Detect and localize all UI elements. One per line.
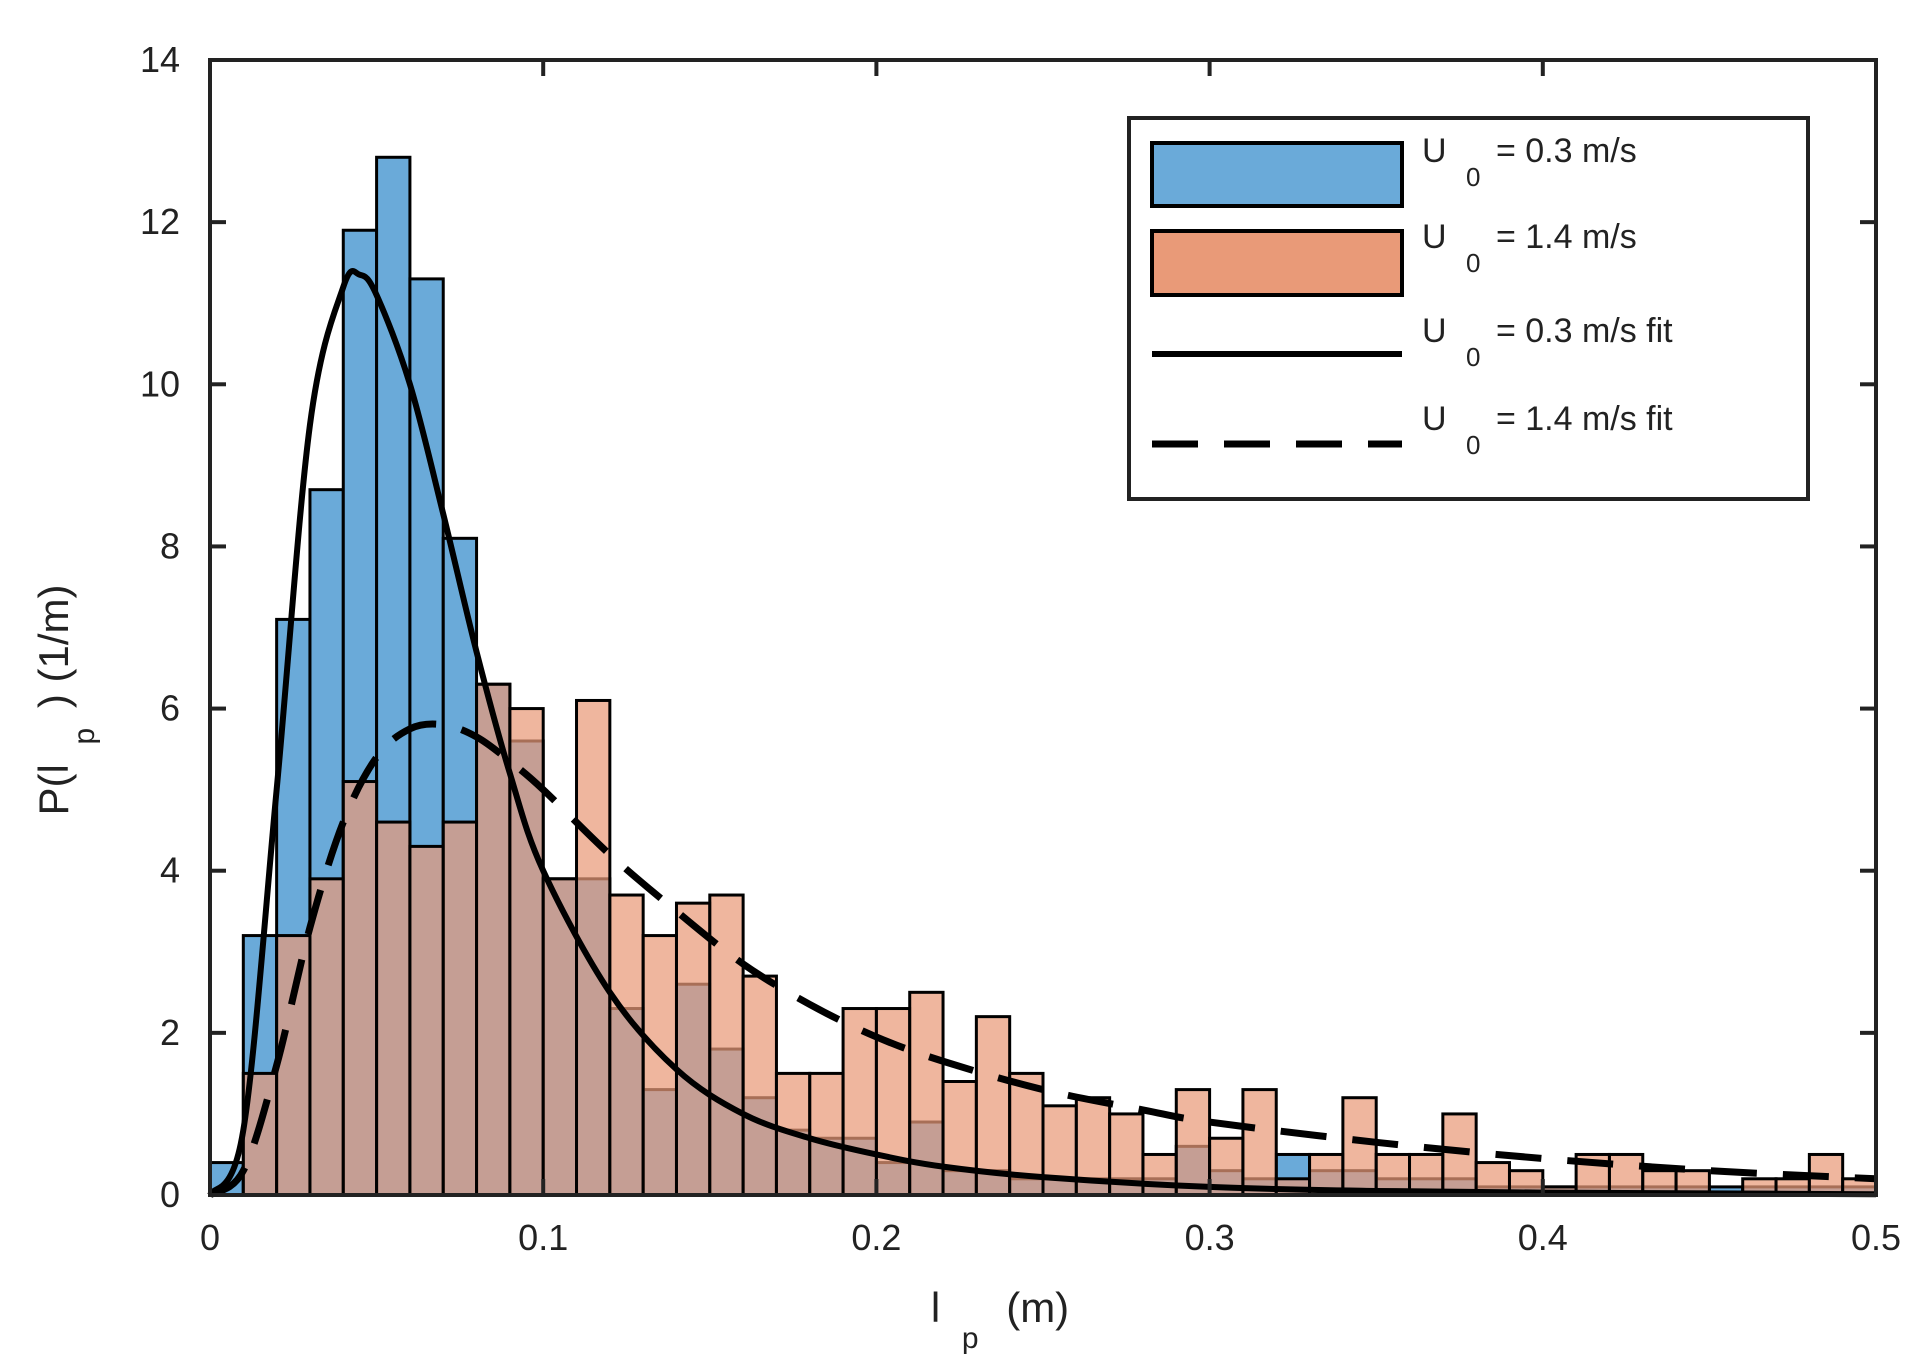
x-axis-label: l p (m)	[931, 1284, 1069, 1357]
fit-line-0	[207, 268, 1877, 1198]
series-1-bar-3	[308, 877, 345, 1197]
fit-lines	[207, 268, 1877, 1199]
legend-label-0-subscript: 0	[1466, 162, 1480, 192]
series-1-bar-4	[341, 780, 379, 1197]
legend-label-3-prefix: U	[1422, 400, 1447, 438]
y-tick-label-2: 4	[160, 850, 180, 891]
y-axis-label-prefix: P(l	[30, 764, 77, 815]
x-tick-label-3: 0.3	[1185, 1217, 1235, 1258]
y-tick-labels: 0 2 4 6 8 10 12 14	[140, 39, 180, 1215]
series-1-bar-29	[1174, 1088, 1212, 1197]
legend-label-2-prefix: U	[1422, 312, 1447, 350]
y-tick-label-6: 12	[140, 201, 180, 242]
series-1-bar-14	[674, 901, 712, 1197]
series-1-bar-22	[941, 1080, 978, 1197]
axis-ticks	[208, 58, 1878, 1197]
legend-label-1-subscript: 0	[1466, 248, 1480, 278]
legend-label-2-subscript: 0	[1466, 342, 1480, 372]
series-1-bars	[241, 682, 1878, 1197]
legend-label-3: U 0 = 1.4 m/s fit	[1422, 400, 1673, 462]
x-tick-label-0: 0	[200, 1217, 220, 1258]
legend: U 0 = 0.3 m/s U 0 = 1.4 m/s U 0 = 0.3 m/…	[1127, 116, 1810, 501]
series-1-bar-7	[441, 820, 479, 1197]
series-1-bar-12	[608, 893, 645, 1197]
y-tick-label-7: 14	[140, 39, 180, 80]
y-axis-label-subscript: p	[68, 728, 101, 745]
legend-label-1-suffix: = 1.4 m/s	[1496, 218, 1637, 256]
series-1-bar-16	[741, 974, 778, 1197]
x-tick-label-4: 0.4	[1518, 1217, 1568, 1258]
x-axis-label-subscript: p	[962, 1322, 979, 1355]
legend-label-3-subscript: 0	[1466, 430, 1480, 460]
legend-label-1-prefix: U	[1422, 218, 1447, 256]
legend-label-0: U 0 = 0.3 m/s	[1422, 132, 1637, 194]
x-tick-label-5: 0.5	[1851, 1217, 1901, 1258]
y-tick-label-3: 6	[160, 688, 180, 729]
series-1-bar-2	[275, 934, 312, 1197]
legend-label-0-prefix: U	[1422, 132, 1447, 170]
series-1-bar-42	[1607, 1152, 1645, 1197]
x-axis-label-unit: (m)	[1006, 1284, 1069, 1331]
x-tick-labels: 0 0.1 0.2 0.3 0.4 0.5	[200, 1217, 1901, 1258]
legend-label-2: U 0 = 0.3 m/s fit	[1422, 312, 1673, 374]
y-tick-label-5: 10	[140, 363, 180, 404]
legend-swatch-1	[1150, 229, 1404, 297]
x-tick-label-2: 0.2	[851, 1217, 901, 1258]
series-1-bar-37	[1441, 1112, 1478, 1197]
x-tick-label-1: 0.1	[518, 1217, 568, 1258]
series-1-bar-18	[808, 1071, 845, 1197]
legend-label-1: U 0 = 1.4 m/s	[1422, 218, 1637, 280]
y-axis-label-suffix: ) (1/m)	[30, 584, 77, 708]
legend-label-2-suffix: = 0.3 m/s fit	[1496, 312, 1673, 350]
series-1-bar-34	[1341, 1096, 1378, 1197]
y-tick-label-1: 2	[160, 1012, 180, 1053]
y-tick-label-4: 8	[160, 525, 180, 566]
series-1-bar-8	[475, 682, 512, 1197]
series-1-bar-6	[408, 844, 445, 1197]
series-1-bar-23	[974, 1015, 1012, 1197]
legend-label-0-suffix: = 0.3 m/s	[1496, 132, 1637, 170]
y-axis-label: P(l p ) (1/m)	[30, 584, 103, 815]
legend-swatch-0	[1150, 141, 1404, 208]
series-1-bar-31	[1241, 1088, 1278, 1197]
y-tick-label-0: 0	[160, 1174, 180, 1215]
legend-label-3-suffix: = 1.4 m/s fit	[1496, 400, 1673, 438]
series-1-bar-28	[1141, 1152, 1178, 1197]
fit-line-1	[207, 720, 1877, 1199]
x-axis-label-main: l	[931, 1284, 940, 1331]
series-1-bar-5	[375, 820, 412, 1197]
plot-frame	[208, 58, 1878, 1197]
